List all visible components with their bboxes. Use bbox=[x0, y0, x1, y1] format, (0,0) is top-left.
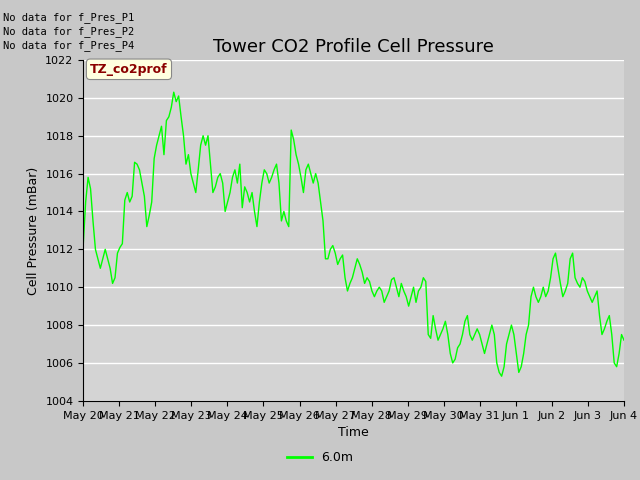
Y-axis label: Cell Pressure (mBar): Cell Pressure (mBar) bbox=[27, 166, 40, 295]
Title: Tower CO2 Profile Cell Pressure: Tower CO2 Profile Cell Pressure bbox=[213, 37, 494, 56]
Legend: 6.0m: 6.0m bbox=[282, 446, 358, 469]
Text: No data for f_Pres_P4: No data for f_Pres_P4 bbox=[3, 40, 134, 51]
X-axis label: Time: Time bbox=[338, 426, 369, 439]
Text: No data for f_Pres_P1: No data for f_Pres_P1 bbox=[3, 12, 134, 23]
Text: TZ_co2prof: TZ_co2prof bbox=[90, 63, 168, 76]
Text: No data for f_Pres_P2: No data for f_Pres_P2 bbox=[3, 26, 134, 37]
